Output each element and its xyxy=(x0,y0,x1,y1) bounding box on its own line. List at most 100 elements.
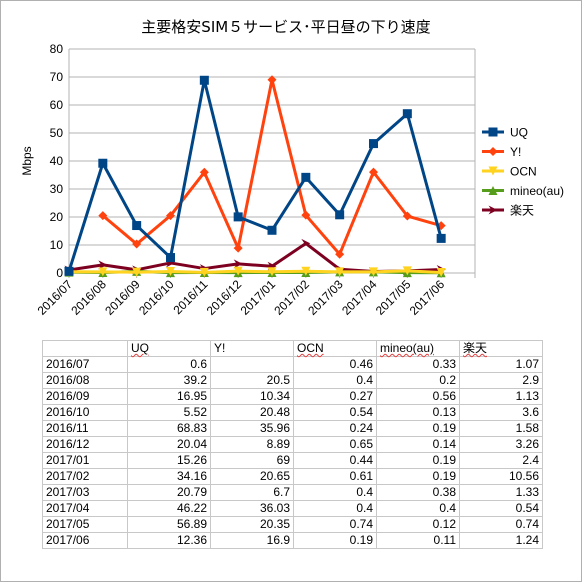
table-cell: 0.4 xyxy=(293,372,377,389)
table-cell: 1.58 xyxy=(459,420,543,437)
table-cell: 0.19 xyxy=(376,468,460,485)
table-cell: 0.33 xyxy=(376,356,460,373)
table-cell: 0.11 xyxy=(376,532,460,549)
table-cell: 56.89 xyxy=(127,516,211,533)
series-line-2 xyxy=(68,269,442,274)
table-cell: 0.19 xyxy=(376,420,460,437)
series-1-point xyxy=(335,249,345,259)
table-cell: 10.56 xyxy=(459,468,543,485)
series-2-point xyxy=(369,267,378,277)
x-tick-label: 2017/04 xyxy=(339,277,380,318)
table-row: 2017/01 15.26 69 0.44 0.19 2.4 xyxy=(42,452,543,469)
x-tick-label: 2016/07 xyxy=(35,277,76,318)
table-row-label: 2017/05 xyxy=(42,516,128,533)
table-cell: 1.24 xyxy=(459,532,543,549)
series-0-point xyxy=(132,221,142,231)
table-cell: 0.27 xyxy=(293,388,377,405)
data-table: UQ Y! OCN mineo(au) 楽天 2016/07 0.6 0.46 0.33 1.07… xyxy=(42,340,543,549)
series-2-point xyxy=(98,267,108,277)
table-cell: 46.22 xyxy=(127,500,211,517)
table-cell: 1.33 xyxy=(459,484,543,501)
y-tick-label: 0 xyxy=(56,266,63,280)
table-row-label: 2016/07 xyxy=(42,356,128,373)
series-line-4 xyxy=(68,241,442,273)
series-1-point xyxy=(199,167,209,177)
series-0-point xyxy=(166,253,175,263)
table-row-label: 2017/06 xyxy=(42,532,128,549)
table-cell: 15.26 xyxy=(127,452,211,469)
legend-label: 楽天 xyxy=(510,204,534,218)
series-1-point xyxy=(98,211,108,221)
table-row: 2016/09 16.95 10.34 0.27 0.56 1.13 xyxy=(42,388,543,405)
table-cell: 20.04 xyxy=(127,436,211,453)
table-cell: 0.2 xyxy=(376,372,460,389)
line-chart: 主要格安SIM５サービス･平日昼の下り速度 0 10 20 30 40 50 60 70 80 20… xyxy=(20,18,564,318)
x-tick-label: 2017/03 xyxy=(305,277,346,318)
series-0-point xyxy=(436,233,446,243)
series-0-point xyxy=(233,212,243,222)
table-row: 2017/02 34.16 20.65 0.61 0.19 10.56 xyxy=(42,468,543,485)
table-cell: 0.54 xyxy=(293,404,377,421)
series-2-point xyxy=(436,267,446,277)
table-cell: 0.54 xyxy=(459,500,543,517)
table-row-label: 2016/08 xyxy=(42,372,128,389)
table-header-row: UQ Y! OCN mineo(au) 楽天 xyxy=(42,340,543,357)
x-tick-label: 2016/12 xyxy=(204,277,245,318)
series-2-point xyxy=(233,266,243,276)
table-row-label: 2017/02 xyxy=(42,468,128,485)
table-cell: 0.38 xyxy=(376,484,460,501)
legend-marker xyxy=(488,166,498,176)
series-2-point xyxy=(335,267,345,277)
legend-marker xyxy=(488,127,498,137)
y-tick-label: 40 xyxy=(50,154,64,168)
table-cell: 0.4 xyxy=(376,500,460,517)
table-row-label: 2017/01 xyxy=(42,452,128,469)
table-cell: 20.65 xyxy=(210,468,294,485)
table-cell: 0.4 xyxy=(293,484,377,501)
table-cell: 1.13 xyxy=(459,388,543,405)
table-row: 2016/11 68.83 35.96 0.24 0.19 1.58 xyxy=(42,420,543,437)
series-2-point xyxy=(132,267,142,277)
table-row: 2017/06 12.36 16.9 0.19 0.11 1.24 xyxy=(42,532,543,549)
series-line-0 xyxy=(67,78,443,272)
table-cell: 20.35 xyxy=(210,516,294,533)
series-4-point xyxy=(301,238,311,248)
series-2-point xyxy=(301,266,311,276)
table-cell: 36.03 xyxy=(210,500,294,517)
table-cell: 0.6 xyxy=(127,356,211,373)
table-cell: 10.34 xyxy=(210,388,294,405)
y-tick-label: 80 xyxy=(50,42,64,56)
legend-marker xyxy=(488,147,498,156)
table-row-label: 2016/11 xyxy=(42,420,128,437)
y-tick-label: 10 xyxy=(50,238,64,252)
legend-label: OCN xyxy=(510,165,537,179)
y-tick-label: 20 xyxy=(50,210,64,224)
series-1-point xyxy=(132,239,142,249)
y-tick-label: 30 xyxy=(50,182,64,196)
table-cell: 0.24 xyxy=(293,420,377,437)
table-cell: 2.9 xyxy=(459,372,543,389)
series-2-point xyxy=(267,267,277,277)
x-tick-label: 2017/01 xyxy=(238,277,279,318)
legend-marker xyxy=(488,186,498,195)
table-cell: 12.36 xyxy=(127,532,211,549)
y-tick-label: 70 xyxy=(50,70,64,84)
table-cell: 35.96 xyxy=(210,420,294,437)
table-cell: 34.16 xyxy=(127,468,211,485)
series-2-point xyxy=(402,266,412,276)
series-0-point xyxy=(369,139,378,149)
table-cell: 0.65 xyxy=(293,436,377,453)
x-tick-label: 2017/06 xyxy=(407,277,448,318)
table-header-cell: 楽天 xyxy=(459,340,543,357)
series-1-point xyxy=(301,210,311,220)
table-cell: 69 xyxy=(210,452,294,469)
series-0-point xyxy=(301,172,311,182)
table-cell: 20.48 xyxy=(210,404,294,421)
series-1-point xyxy=(402,211,412,221)
series-1-point xyxy=(369,167,378,177)
table-cell: 2.4 xyxy=(459,452,543,469)
legend-marker xyxy=(488,205,498,215)
series-0-point xyxy=(199,75,209,85)
y-axis-title: Mbps xyxy=(20,146,34,175)
table-cell: 0.74 xyxy=(293,516,377,533)
